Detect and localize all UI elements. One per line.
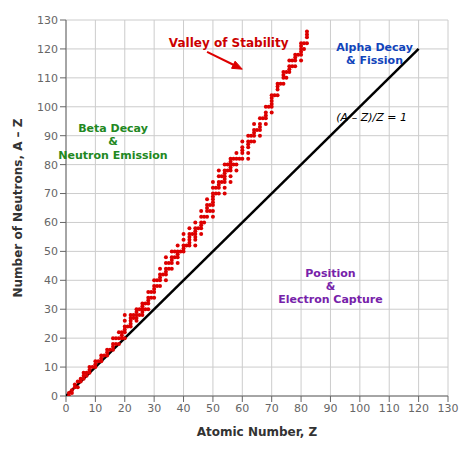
svg-text:Position&Electron Capture: Position&Electron Capture [278,266,383,305]
svg-text:60: 60 [235,402,249,415]
svg-text:20: 20 [44,332,58,345]
svg-text:70: 70 [44,187,58,200]
svg-text:0: 0 [51,390,58,403]
svg-text:100: 100 [37,101,58,114]
svg-text:(A – Z)/Z = 1: (A – Z)/Z = 1 [336,111,407,124]
svg-text:80: 80 [44,159,58,172]
svg-text:10: 10 [88,402,102,415]
svg-text:100: 100 [349,402,370,415]
svg-text:50: 50 [44,245,58,258]
svg-text:110: 110 [379,402,400,415]
svg-text:70: 70 [265,402,279,415]
svg-text:110: 110 [37,72,58,85]
svg-text:Number of Neutrons, A – Z: Number of Neutrons, A – Z [11,118,25,297]
svg-text:90: 90 [44,130,58,143]
svg-text:120: 120 [37,43,58,56]
svg-text:50: 50 [206,402,220,415]
svg-text:0: 0 [63,402,70,415]
svg-text:130: 130 [37,14,58,27]
svg-text:120: 120 [408,402,429,415]
svg-text:130: 130 [438,402,459,415]
svg-text:30: 30 [44,303,58,316]
svg-text:40: 40 [177,402,191,415]
svg-text:Atomic Number, Z: Atomic Number, Z [197,425,318,439]
svg-text:40: 40 [44,274,58,287]
svg-text:10: 10 [44,361,58,374]
svg-text:20: 20 [118,402,132,415]
svg-text:Beta Decay&Neutron Emission: Beta Decay&Neutron Emission [58,122,167,161]
svg-text:Alpha Decay& Fission: Alpha Decay& Fission [336,41,413,67]
svg-text:90: 90 [323,402,337,415]
svg-text:30: 30 [147,402,161,415]
svg-text:Valley of Stability: Valley of Stability [169,36,289,50]
svg-text:60: 60 [44,216,58,229]
svg-text:80: 80 [294,402,308,415]
